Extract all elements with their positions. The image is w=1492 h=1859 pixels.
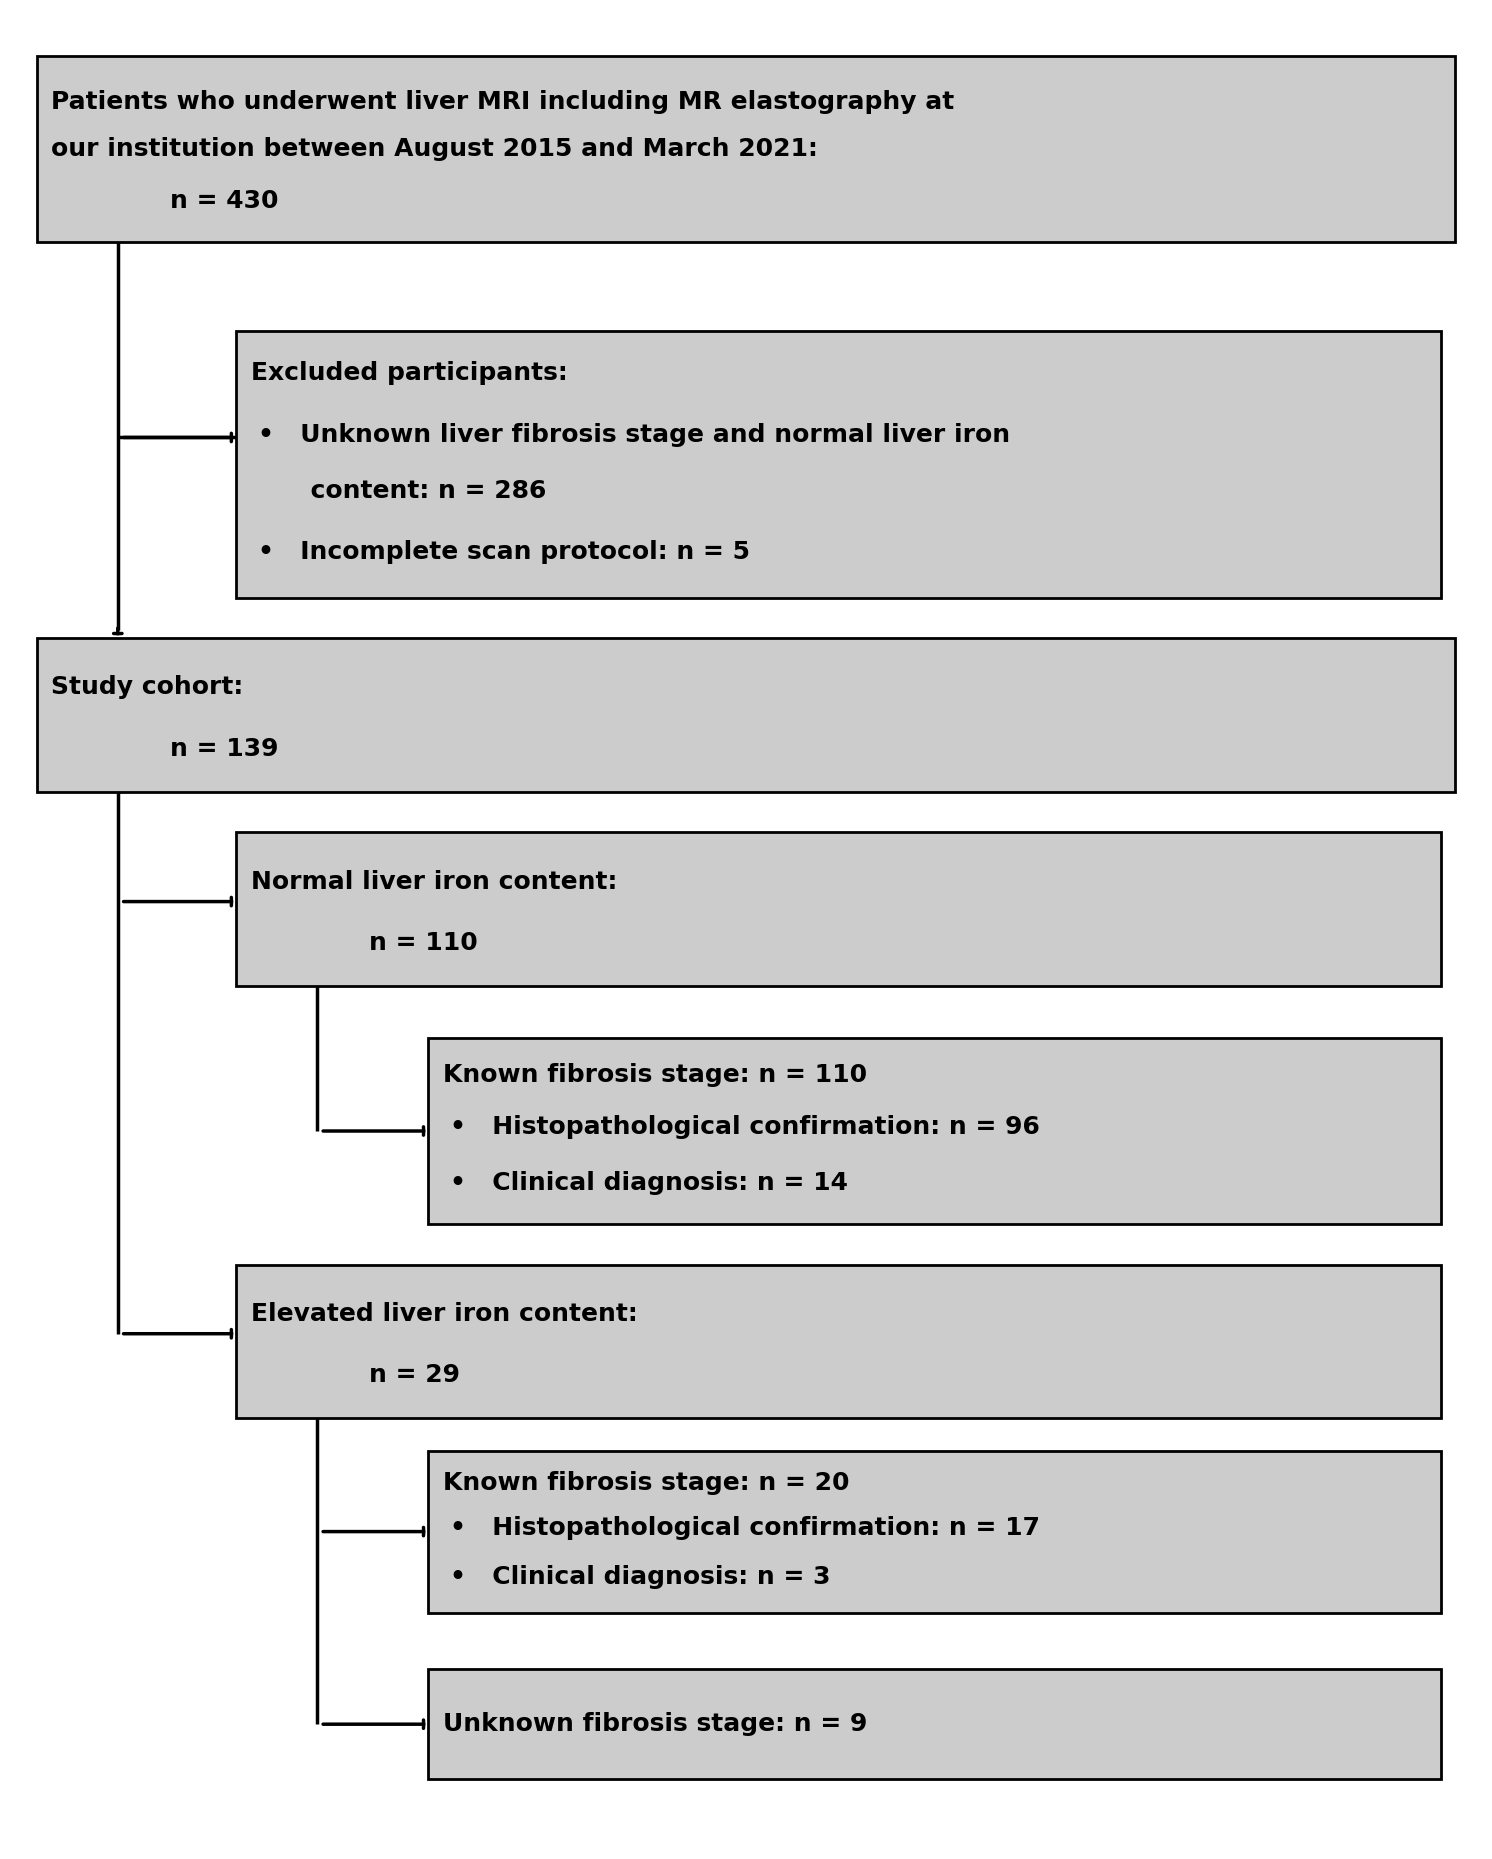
Text: Normal liver iron content:: Normal liver iron content:: [251, 870, 618, 894]
Text: n = 139: n = 139: [170, 736, 278, 760]
Text: n = 110: n = 110: [369, 931, 477, 956]
FancyBboxPatch shape: [428, 1037, 1441, 1223]
Text: Study cohort:: Study cohort:: [51, 675, 243, 699]
Text: •   Histopathological confirmation: n = 96: • Histopathological confirmation: n = 96: [451, 1115, 1040, 1140]
FancyBboxPatch shape: [36, 638, 1456, 792]
FancyBboxPatch shape: [236, 331, 1441, 599]
Text: •   Unknown liver fibrosis stage and normal liver iron: • Unknown liver fibrosis stage and norma…: [258, 422, 1010, 446]
FancyBboxPatch shape: [428, 1450, 1441, 1612]
Text: Unknown fibrosis stage: n = 9: Unknown fibrosis stage: n = 9: [443, 1712, 867, 1736]
Text: •   Clinical diagnosis: n = 14: • Clinical diagnosis: n = 14: [451, 1171, 849, 1195]
Text: Known fibrosis stage: n = 110: Known fibrosis stage: n = 110: [443, 1063, 867, 1088]
Text: Patients who underwent liver MRI including MR elastography at: Patients who underwent liver MRI includi…: [51, 89, 955, 113]
FancyBboxPatch shape: [236, 833, 1441, 985]
FancyBboxPatch shape: [236, 1264, 1441, 1418]
Text: Known fibrosis stage: n = 20: Known fibrosis stage: n = 20: [443, 1470, 849, 1495]
Text: n = 29: n = 29: [369, 1363, 460, 1387]
Text: our institution between August 2015 and March 2021:: our institution between August 2015 and …: [51, 136, 818, 160]
FancyBboxPatch shape: [36, 56, 1456, 242]
Text: •   Clinical diagnosis: n = 3: • Clinical diagnosis: n = 3: [451, 1565, 831, 1589]
Text: Elevated liver iron content:: Elevated liver iron content:: [251, 1301, 637, 1325]
Text: content: n = 286: content: n = 286: [258, 480, 546, 504]
FancyBboxPatch shape: [428, 1669, 1441, 1779]
Text: •   Histopathological confirmation: n = 17: • Histopathological confirmation: n = 17: [451, 1517, 1040, 1541]
Text: •   Incomplete scan protocol: n = 5: • Incomplete scan protocol: n = 5: [258, 541, 750, 565]
Text: Excluded participants:: Excluded participants:: [251, 361, 567, 385]
Text: n = 430: n = 430: [170, 188, 278, 212]
